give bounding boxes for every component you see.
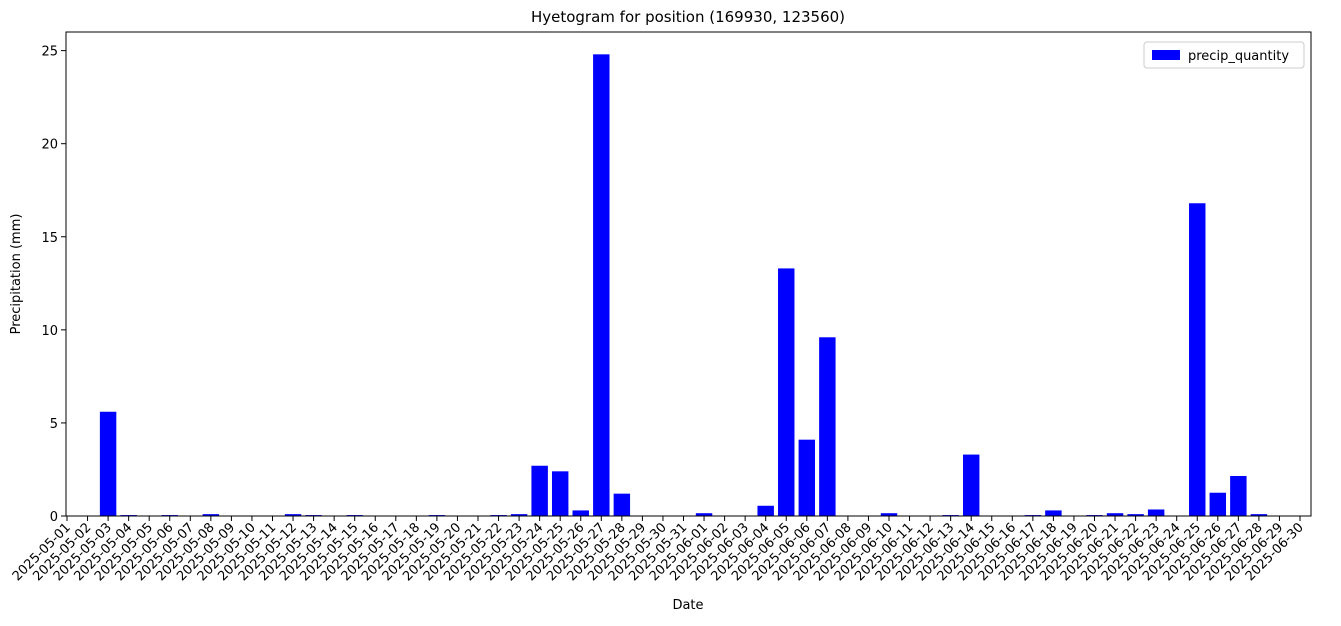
bar — [1230, 475, 1247, 516]
bar — [613, 493, 631, 516]
bar — [1045, 510, 1062, 516]
bar — [510, 514, 528, 516]
y-tick-label: 25 — [41, 45, 58, 60]
legend-box — [1143, 41, 1305, 69]
bar — [1127, 514, 1144, 516]
bar — [99, 411, 117, 516]
bar — [695, 513, 713, 516]
legend-label: precip_quantity — [1188, 49, 1289, 64]
bar — [1250, 514, 1268, 516]
bar — [778, 268, 795, 516]
bar — [551, 471, 569, 516]
bar — [757, 505, 774, 516]
bar — [962, 454, 980, 516]
bar — [593, 54, 610, 516]
bar — [880, 513, 898, 516]
y-tick-label: 0 — [50, 510, 58, 525]
bar — [819, 337, 836, 516]
bar — [798, 439, 816, 516]
y-tick-label: 10 — [41, 324, 58, 339]
y-tick-label: 15 — [41, 231, 58, 246]
plot-frame — [65, 31, 1312, 517]
bar — [572, 510, 589, 516]
bar — [202, 514, 220, 516]
y-tick-label: 5 — [50, 417, 58, 432]
chart-title: Hyetogram for position (169930, 123560) — [531, 8, 845, 26]
legend-swatch — [1152, 50, 1180, 60]
bar — [1189, 203, 1206, 516]
bar — [1106, 513, 1124, 516]
y-tick-label: 20 — [41, 138, 58, 153]
bar — [284, 514, 302, 516]
bar — [1147, 509, 1165, 516]
bar — [1209, 492, 1227, 516]
bar — [531, 465, 548, 516]
y-axis-label: Precipitation (mm) — [9, 214, 24, 335]
x-axis-label: Date — [672, 598, 703, 613]
